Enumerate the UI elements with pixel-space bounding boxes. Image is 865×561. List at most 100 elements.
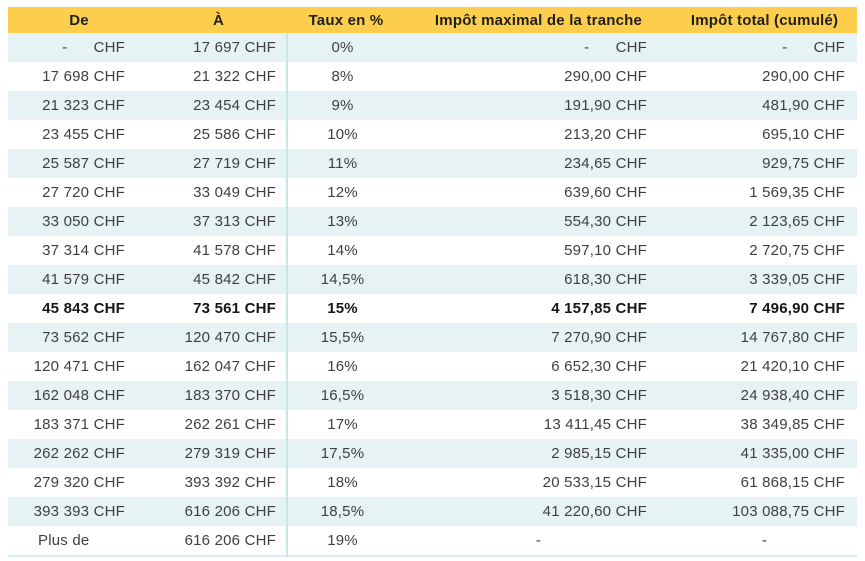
- table-cell: 3 339,05 CHF: [672, 265, 857, 294]
- table-cell: 618,30 CHF: [405, 265, 672, 294]
- table-cell: 21 420,10 CHF: [740, 358, 845, 375]
- table-cell: 27 720 CHF: [42, 184, 125, 201]
- table-cell: 37 313 CHF: [150, 207, 287, 236]
- table-cell: 24 938,40 CHF: [672, 381, 857, 410]
- table-cell: 41 220,60 CHF: [405, 497, 672, 526]
- table-cell: 393 393 CHF: [8, 497, 150, 526]
- table-cell: 37 314 CHF: [42, 242, 125, 259]
- table-cell: -: [535, 532, 542, 549]
- table-cell: 290,00 CHF: [564, 68, 647, 85]
- table-cell: 15,5%: [286, 323, 405, 352]
- table-cell: 17,5%: [286, 439, 405, 468]
- table-cell: 1 569,35 CHF: [749, 184, 845, 201]
- table-row: 120 471 CHF 162 047 CHF 16% 6 652,30 CHF 21 …: [8, 352, 857, 381]
- table-cell: 597,10 CHF: [564, 242, 647, 259]
- table-row: - CHF 17 697 CHF 0% - CHF - CHF: [8, 33, 857, 62]
- table-cell: - CHF: [672, 33, 857, 62]
- table-cell: 481,90 CHF: [672, 91, 857, 120]
- table-row: 37 314 CHF 41 578 CHF 14% 597,10 CHF 2 720,7…: [8, 236, 857, 265]
- table-row: 73 562 CHF 120 470 CHF 15,5% 7 270,90 CHF 14…: [8, 323, 857, 352]
- table-cell: 695,10 CHF: [762, 126, 845, 143]
- table-cell: 14 767,80 CHF: [672, 323, 857, 352]
- table-cell: 17 697 CHF: [150, 33, 287, 62]
- table-cell: 25 586 CHF: [193, 126, 276, 143]
- table-cell: 929,75 CHF: [672, 149, 857, 178]
- table-cell: Plus de: [38, 532, 90, 549]
- table-row: 25 587 CHF 27 719 CHF 11% 234,65 CHF 929,75 …: [8, 149, 857, 178]
- table-cell: 616 206 CHF: [184, 532, 276, 549]
- table-cell: 41 335,00 CHF: [672, 439, 857, 468]
- table-cell: 14%: [286, 236, 405, 265]
- table-cell: 17 698 CHF: [42, 68, 125, 85]
- table-cell: 8%: [286, 62, 405, 91]
- table-row: Plus de 616 206 CHF 19% - -: [8, 526, 857, 556]
- table-row: 262 262 CHF 279 319 CHF 17,5% 2 985,15 CHF 4…: [8, 439, 857, 468]
- table-cell: 14,5%: [286, 265, 405, 294]
- table-cell: 15%: [286, 294, 405, 323]
- column-header-impot-maximal: Impôt maximal de la tranche: [405, 7, 672, 33]
- table-cell: 6 652,30 CHF: [551, 358, 647, 375]
- table-cell: 213,20 CHF: [564, 126, 647, 143]
- table-cell: 0%: [286, 33, 405, 62]
- table-row: 41 579 CHF 45 842 CHF 14,5% 618,30 CHF 3 339…: [8, 265, 857, 294]
- table-cell: 162 048 CHF: [8, 381, 150, 410]
- table-body: - CHF 17 697 CHF 0% - CHF - CHF 17 698 CHF 21 …: [8, 33, 857, 556]
- table-cell: 41 579 CHF: [8, 265, 150, 294]
- table-cell: 73 561 CHF: [193, 300, 276, 317]
- table-cell: 16%: [286, 352, 405, 381]
- table-cell: 16,5%: [286, 381, 405, 410]
- table-cell: 279 320 CHF: [33, 474, 125, 491]
- table-row: 279 320 CHF 393 392 CHF 18% 20 533,15 CHF 61…: [8, 468, 857, 497]
- table-cell: 11%: [286, 149, 405, 178]
- table-cell: 38 349,85 CHF: [740, 416, 845, 433]
- table-cell: 41 578 CHF: [193, 242, 276, 259]
- table-cell: 3 518,30 CHF: [405, 381, 672, 410]
- table-cell: 616 206 CHF: [150, 497, 287, 526]
- column-header-de: De: [8, 7, 150, 33]
- table-cell: 2 123,65 CHF: [672, 207, 857, 236]
- tax-bracket-table: De À Taux en % Impôt maximal de la tranc…: [8, 7, 857, 557]
- table-cell: 262 262 CHF: [8, 439, 150, 468]
- table-cell: 18%: [286, 468, 405, 497]
- table-row: 23 455 CHF 25 586 CHF 10% 213,20 CHF 695,10 …: [8, 120, 857, 149]
- header-row: De À Taux en % Impôt maximal de la tranc…: [8, 7, 857, 33]
- table-row: 21 323 CHF 23 454 CHF 9% 191,90 CHF 481,90 C…: [8, 91, 857, 120]
- table-cell: 103 088,75 CHF: [672, 497, 857, 526]
- table-cell: -: [761, 532, 768, 549]
- table-cell: - CHF: [8, 33, 150, 62]
- table-cell: - CHF: [405, 33, 672, 62]
- table-cell: 4 157,85 CHF: [551, 300, 647, 317]
- table-cell: 191,90 CHF: [405, 91, 672, 120]
- table-cell: 554,30 CHF: [405, 207, 672, 236]
- table-cell: 12%: [286, 178, 405, 207]
- table-cell: 45 843 CHF: [42, 300, 125, 317]
- table-row: 45 843 CHF 73 561 CHF 15% 4 157,85 CHF 7 496…: [8, 294, 857, 323]
- table-row: 33 050 CHF 37 313 CHF 13% 554,30 CHF 2 123,6…: [8, 207, 857, 236]
- table-cell: 25 587 CHF: [8, 149, 150, 178]
- table-cell: 33 049 CHF: [193, 184, 276, 201]
- table-cell: 13%: [286, 207, 405, 236]
- table-cell: 2 985,15 CHF: [405, 439, 672, 468]
- table-cell: 17%: [286, 410, 405, 439]
- table-cell: 234,65 CHF: [405, 149, 672, 178]
- column-header-a: À: [150, 7, 287, 33]
- table-cell: 183 370 CHF: [150, 381, 287, 410]
- table-row: 27 720 CHF 33 049 CHF 12% 639,60 CHF 1 569,3…: [8, 178, 857, 207]
- table-cell: 23 455 CHF: [42, 126, 125, 143]
- table-cell: 21 323 CHF: [8, 91, 150, 120]
- column-header-impot-total: Impôt total (cumulé): [672, 7, 857, 33]
- table-cell: 61 868,15 CHF: [740, 474, 845, 491]
- table-cell: 2 720,75 CHF: [749, 242, 845, 259]
- table-cell: 10%: [286, 120, 405, 149]
- table-cell: 290,00 CHF: [762, 68, 845, 85]
- table-cell: 20 533,15 CHF: [542, 474, 647, 491]
- column-header-taux: Taux en %: [287, 7, 405, 33]
- table-row: 162 048 CHF 183 370 CHF 16,5% 3 518,30 CHF 2…: [8, 381, 857, 410]
- table-row: 393 393 CHF 616 206 CHF 18,5% 41 220,60 CHF…: [8, 497, 857, 526]
- table-cell: 18,5%: [286, 497, 405, 526]
- table-cell: 23 454 CHF: [150, 91, 287, 120]
- table-cell: 27 719 CHF: [150, 149, 287, 178]
- table-cell: 639,60 CHF: [564, 184, 647, 201]
- table-cell: 120 471 CHF: [33, 358, 125, 375]
